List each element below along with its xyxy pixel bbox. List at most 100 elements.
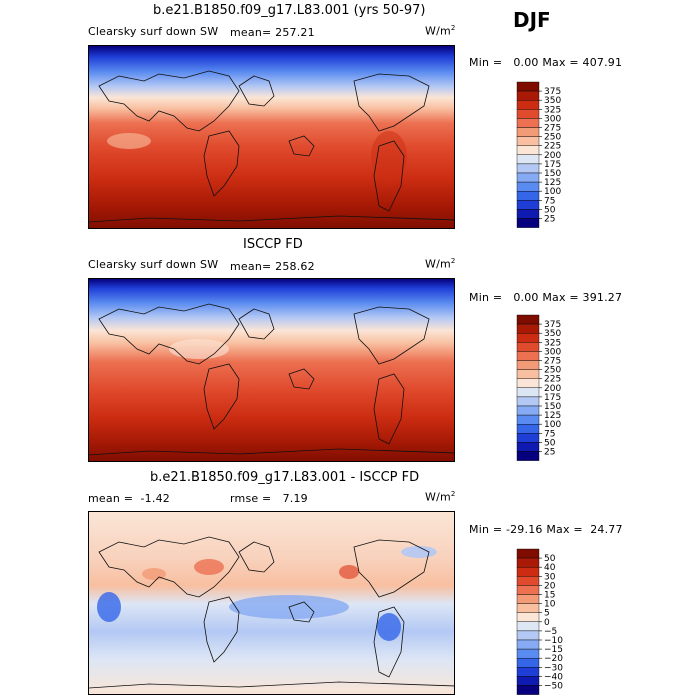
colorbar-swatch <box>516 369 540 379</box>
panel-2-map <box>88 278 455 462</box>
colorbar-swatch <box>516 442 540 452</box>
panel-2-field <box>89 279 454 461</box>
panel-3-anomaly-blob <box>339 565 359 579</box>
colorbar-tick-label: −30 <box>544 663 563 673</box>
colorbar-tick-label: 375 <box>544 320 561 330</box>
colorbar-tick-label: 325 <box>544 338 561 348</box>
colorbar-tick-label: −40 <box>544 672 563 682</box>
colorbar-tick-label: 375 <box>544 87 561 97</box>
colorbar-tick-label: 50 <box>544 205 556 215</box>
panel-1-units-sup: 2 <box>450 24 456 32</box>
panel-3-mean-label: mean = -1.42 <box>88 492 170 505</box>
colorbar-swatch <box>516 118 540 128</box>
colorbar-tick-label: 25 <box>544 448 555 458</box>
panel-2-max-value: 391.27 <box>582 291 623 304</box>
panel-2-units-sup: 2 <box>450 257 456 265</box>
panel-3-rmse-key: rmse = <box>230 492 272 505</box>
panel-1-mean-value: 257.21 <box>275 26 315 39</box>
colorbar-swatch <box>516 414 540 425</box>
panel-2-min-value: 0.00 <box>513 291 539 304</box>
panel-3-anomaly-blob <box>401 546 437 558</box>
panel-2-variable-label: Clearsky surf down SW <box>88 258 219 271</box>
panel-2-mean-label: mean= 258.62 <box>230 260 315 273</box>
panel-1-anomaly-blob <box>107 133 151 149</box>
colorbar-swatch <box>516 548 540 559</box>
panel-3-min-value: -29.16 <box>505 523 543 536</box>
colorbar-swatch <box>516 557 540 568</box>
panel-3-units: W/m2 <box>425 490 456 504</box>
colorbar-swatch <box>516 621 540 632</box>
colorbar-tick-label: 125 <box>544 178 561 188</box>
colorbar-swatch <box>516 685 540 695</box>
colorbar-swatch <box>516 667 540 677</box>
colorbar-swatch <box>516 351 540 361</box>
colorbar-tick-label: 75 <box>544 196 555 206</box>
colorbar-tick-label: −20 <box>544 654 563 664</box>
colorbar-swatch <box>516 451 540 461</box>
colorbar-tick-label: 150 <box>544 169 561 179</box>
colorbar-tick-label: 275 <box>544 357 561 367</box>
panel-3-minmax: Min = -29.16 Max = 24.77 <box>469 523 623 536</box>
colorbar-tick-label: 250 <box>544 133 561 143</box>
colorbar-tick-label: 15 <box>544 591 555 601</box>
panel-1-anomaly-blob <box>371 131 407 181</box>
colorbar-swatch <box>516 172 540 183</box>
colorbar-tick-label: 175 <box>544 393 561 403</box>
panel-3-mean-value: -1.42 <box>140 492 170 505</box>
colorbar-swatch <box>516 218 540 228</box>
colorbar-swatch <box>516 567 540 577</box>
panel-2-max-key: Max = <box>542 291 579 304</box>
colorbar-swatch <box>516 648 540 659</box>
panel-2-units: W/m2 <box>425 257 456 271</box>
colorbar-swatch <box>516 136 540 146</box>
colorbar-tick-label: 325 <box>544 105 561 115</box>
panel-2-anomaly-blob <box>169 339 229 359</box>
panel-2-colorbar: 3753503253002752502252001751501251007550… <box>516 314 561 461</box>
colorbar-swatch <box>516 154 540 165</box>
colorbar-swatch <box>516 333 540 343</box>
colorbar-tick-label: 100 <box>544 187 561 197</box>
colorbar-swatch <box>516 109 540 119</box>
colorbar-swatch <box>516 81 540 92</box>
colorbar-swatch <box>516 603 540 613</box>
colorbar-tick-label: 150 <box>544 402 561 412</box>
panel-3-anomaly-blob <box>377 613 401 641</box>
colorbar-swatch <box>516 396 540 407</box>
colorbar-swatch <box>516 342 540 352</box>
panel-3-mean-key: mean = <box>88 492 134 505</box>
colorbar-tick-label: 300 <box>544 347 561 357</box>
panel-3-units-sup: 2 <box>450 490 456 498</box>
colorbar-swatch <box>516 314 540 325</box>
panel-3-anomaly-blob <box>97 592 121 622</box>
panel-1-minmax: Min = 0.00 Max = 407.91 <box>469 56 622 69</box>
colorbar-swatch <box>516 387 540 398</box>
colorbar-tick-label: 5 <box>544 609 550 619</box>
panel-3-title: b.e21.B1850.f09_g17.L83.001 - ISCCP FD <box>150 470 420 485</box>
colorbar-tick-label: 225 <box>544 142 561 152</box>
colorbar-swatch <box>516 423 540 434</box>
panel-1-units: W/m2 <box>425 24 456 38</box>
colorbar-swatch <box>516 181 540 192</box>
panel-1-units-text: W/m <box>425 24 451 38</box>
colorbar-tick-label: 75 <box>544 429 555 439</box>
panel-1-variable-label: Clearsky surf down SW <box>88 25 219 38</box>
colorbar-tick-label: 175 <box>544 160 561 170</box>
colorbar-tick-label: 125 <box>544 411 561 421</box>
colorbar-tick-label: 50 <box>544 438 556 448</box>
panel-3-coastlines <box>89 536 454 689</box>
colorbar-swatch <box>516 145 540 155</box>
colorbar-swatch <box>516 360 540 370</box>
colorbar-swatch <box>516 190 540 201</box>
colorbar-tick-label: −10 <box>544 636 563 646</box>
colorbar-tick-label: 20 <box>544 581 556 591</box>
colorbar-tick-label: 30 <box>544 572 556 582</box>
colorbar-tick-label: 25 <box>544 215 555 225</box>
colorbar-swatch <box>516 594 540 604</box>
panel-3-min-key: Min = <box>469 523 503 536</box>
colorbar-swatch <box>516 90 540 101</box>
panel-2-units-text: W/m <box>425 257 451 271</box>
colorbar-tick-label: 300 <box>544 114 561 124</box>
colorbar-swatch <box>516 209 540 219</box>
colorbar-swatch <box>516 612 540 622</box>
